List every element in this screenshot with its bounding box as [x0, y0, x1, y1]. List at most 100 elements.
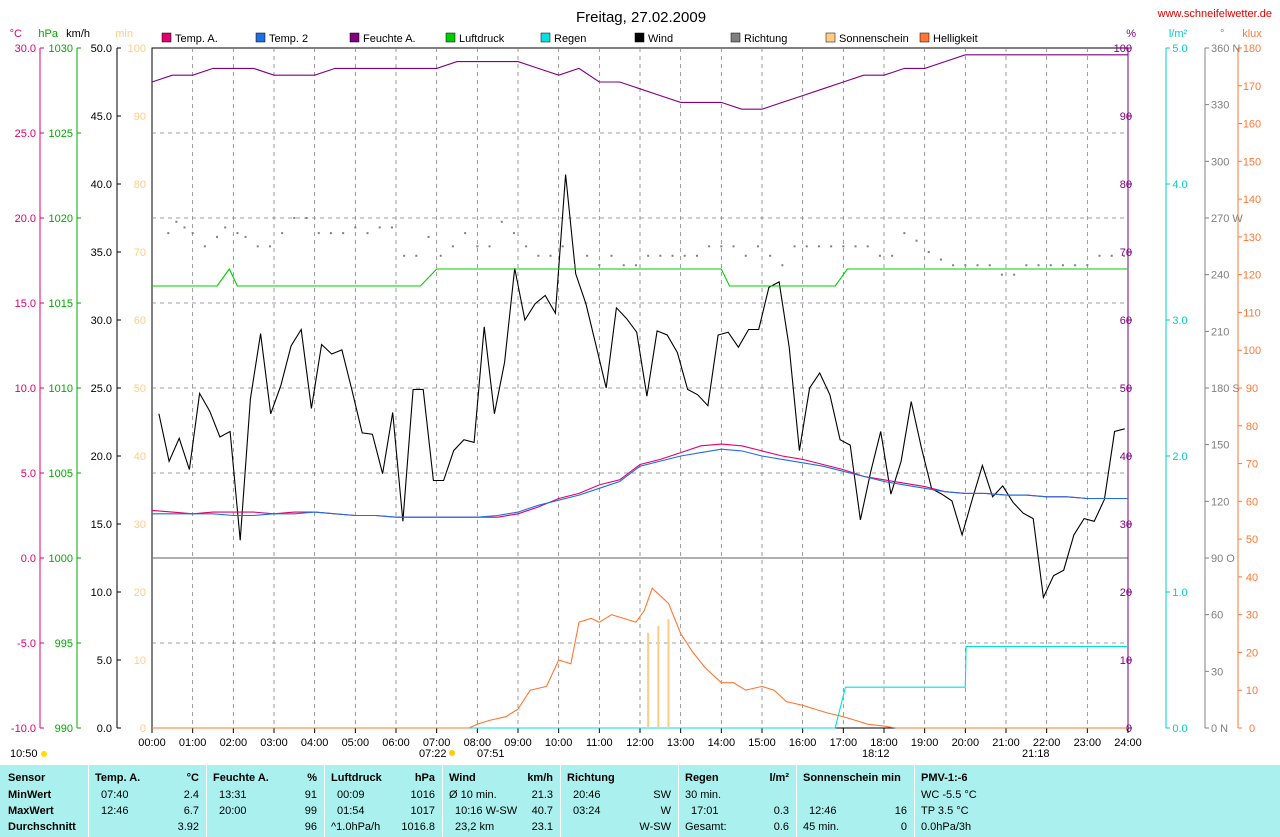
legend-swatch [349, 32, 360, 43]
axis-tick-label-direction: 90 O [1211, 553, 1235, 565]
legend: Temp. A. Temp. 2 Feuchte A. Luftdruck Regen W… [161, 32, 978, 45]
series-richtung-point [537, 254, 540, 257]
website-link[interactable]: www.schneifelwetter.de [1157, 8, 1272, 20]
series-richtung-point [891, 254, 894, 257]
legend-swatch [445, 32, 456, 43]
series-richtung-point [903, 232, 906, 235]
axis-tick-label-wind: 30.0 [91, 315, 112, 327]
axis-tick-label-light: 100 [1243, 345, 1261, 357]
axis-tick-label-humidity: 50 [1120, 383, 1132, 395]
axis-tick-label-light: 90 [1246, 383, 1258, 395]
series-richtung-point [647, 254, 650, 257]
series-richtung-point [500, 220, 503, 223]
series-richtung-point [573, 264, 576, 267]
series-richtung-point [175, 220, 178, 223]
series-feuchte-a-line [151, 54, 1128, 110]
summary-header-sensor: Sensor [8, 772, 46, 784]
axis-tick-label-humidity: 10 [1120, 655, 1132, 667]
summary-cell: 23,2 km [455, 821, 495, 833]
x-axis-tick-label: 07:00 [423, 737, 451, 749]
axis-tick-label-humidity: 100 [1114, 43, 1132, 55]
summary-cell: 0 [900, 821, 907, 833]
axis-tick-label-pressure: 1030 [49, 43, 73, 55]
series-richtung-point [439, 254, 442, 257]
axis-tick-label-direction: 0 N [1211, 723, 1228, 735]
series-richtung-point [598, 264, 601, 267]
annotations: 10:50 07:22 07:51 18:12 21:18 [10, 748, 1050, 760]
axis-tick-label-light: 0 [1249, 723, 1255, 735]
moonset-label: 21:18 [1022, 748, 1050, 760]
series-richtung-point [634, 264, 637, 267]
axis-tick-label-temp: 25.0 [15, 128, 36, 140]
summary-cell: 23.1 [531, 821, 553, 833]
series-richtung-point [366, 232, 369, 235]
series-richtung-point [354, 226, 357, 229]
axis-tick-label-temp: 10.0 [15, 383, 36, 395]
axis-unit-rain: l/m² [1169, 28, 1188, 40]
summary-cell: 12:46 [101, 805, 129, 817]
x-axis-tick-label: 14:00 [708, 737, 736, 749]
series-richtung-point [525, 245, 528, 248]
legend-label: Feuchte A. [363, 33, 416, 45]
series-regen-line [152, 645, 1128, 729]
summary-row-label: MaxWert [8, 805, 54, 817]
x-axis-tick-label: 00:00 [138, 737, 166, 749]
axis-tick-label-sun: 70 [134, 247, 146, 259]
series-richtung-point [976, 264, 979, 267]
summary-col-rain: Regen l/m² 30 min. 17:01 0.3 Gesamt: 0.6 [678, 765, 797, 837]
series [151, 54, 1128, 729]
legend-swatch [825, 32, 836, 43]
axis-tick-label-humidity: 20 [1120, 587, 1132, 599]
axis-tick-label-light: 80 [1246, 421, 1258, 433]
series-sonnenschein-bar [647, 632, 650, 728]
sun-icon [41, 751, 47, 757]
x-axis-tick-label: 20:00 [952, 737, 980, 749]
legend-swatch [540, 32, 551, 43]
summary-cell: 0.3 [773, 805, 789, 817]
x-axis-tick-label: 17:00 [830, 737, 858, 749]
summary-col-temp: Temp. A. °C 07:40 2.4 12:46 6.7 3.92 [88, 765, 207, 837]
grid [151, 47, 1129, 729]
summary-cell: TP 3.5 °C [921, 805, 969, 817]
sunset-label: 18:12 [862, 748, 890, 760]
summary-header-rain: Regen [685, 772, 719, 784]
axis-tick-label-humidity: 40 [1120, 451, 1132, 463]
legend-label: Helligkeit [933, 33, 978, 45]
axis-tick-label-rain: 3.0 [1172, 315, 1187, 327]
axis-tick-label-humidity: 70 [1120, 247, 1132, 259]
summary-cell: 30 min. [685, 789, 722, 801]
axis-tick-label-direction: 300 [1211, 156, 1229, 168]
summary-cell: 91 [304, 789, 317, 801]
axis-tick-label-humidity: 90 [1120, 111, 1132, 123]
series-richtung-point [842, 245, 845, 248]
summary-unit-pressure: hPa [414, 772, 435, 784]
weather-chart: Freitag, 27.02.2009 www.schneifelwetter.… [10, 8, 1272, 760]
axis-tick-label-temp: 20.0 [15, 213, 36, 225]
series-richtung-point [659, 254, 662, 257]
summary-cell: 3.92 [177, 821, 199, 833]
series-richtung-point [708, 245, 711, 248]
axis-tick-label-direction: 30 [1211, 666, 1223, 678]
legend-swatch [255, 32, 266, 43]
axis-tick-label-sun: 80 [134, 179, 146, 191]
axis-tick-label-wind: 20.0 [91, 451, 112, 463]
x-axis-tick-label: 15:00 [748, 737, 776, 749]
summary-cell: 0.6 [773, 821, 789, 833]
series-richtung-point [236, 232, 239, 235]
axis-tick-label-wind: 0.0 [97, 723, 112, 735]
series-richtung-point [1025, 264, 1028, 267]
series-richtung-point [988, 264, 991, 267]
summary-col-humidity: Feuchte A.% 13:31 91 20:00 99 96 [206, 765, 325, 837]
x-axis-tick-label: 02:00 [220, 737, 248, 749]
series-temp-2-line [152, 448, 1128, 518]
summary-header-pressure: Luftdruck [331, 772, 382, 784]
summary-cell: 10:16 W-SW [455, 805, 518, 817]
series-richtung-point [756, 245, 759, 248]
axis-tick-label-direction: 210 [1211, 326, 1229, 338]
axis-tick-label-light: 140 [1243, 194, 1261, 206]
series-richtung-point [317, 232, 320, 235]
series-richtung-point [915, 239, 918, 242]
summary-col-sensor: Sensor MinWert MaxWert Durchschnitt [0, 765, 88, 837]
series-richtung-point [1086, 264, 1089, 267]
axis-tick-label-temp: -10.0 [11, 723, 36, 735]
